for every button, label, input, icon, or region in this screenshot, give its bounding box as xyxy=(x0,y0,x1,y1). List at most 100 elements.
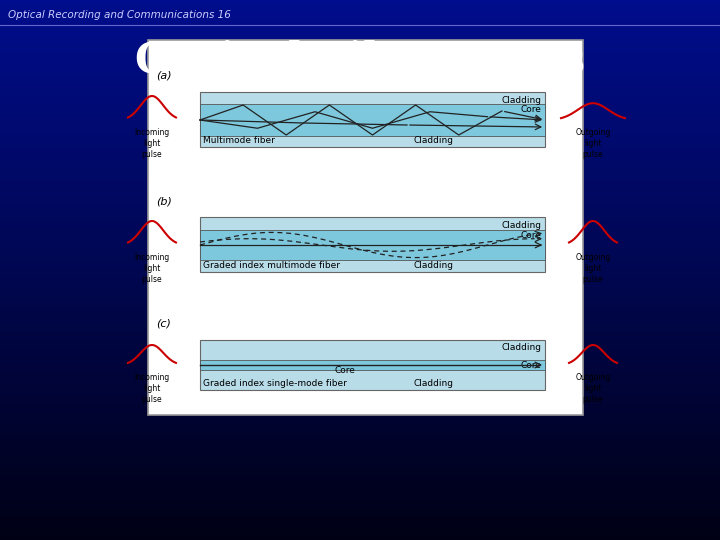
Bar xyxy=(0,100,720,101)
Bar xyxy=(0,500,720,501)
Bar xyxy=(0,221,720,222)
Bar xyxy=(0,182,720,183)
Bar xyxy=(0,539,720,540)
Bar xyxy=(0,49,720,50)
Bar xyxy=(0,85,720,86)
Bar xyxy=(0,193,720,194)
Bar xyxy=(0,238,720,239)
Bar xyxy=(0,44,720,45)
Bar xyxy=(0,491,720,492)
Bar xyxy=(0,256,720,257)
Bar xyxy=(0,444,720,445)
Bar xyxy=(0,209,720,210)
Bar xyxy=(0,420,720,421)
Bar xyxy=(0,251,720,252)
Bar xyxy=(0,101,720,102)
Bar xyxy=(0,84,720,85)
Bar xyxy=(0,516,720,517)
Bar xyxy=(0,255,720,256)
Bar xyxy=(0,421,720,422)
Bar xyxy=(0,266,720,267)
Bar xyxy=(0,264,720,265)
Bar xyxy=(0,257,720,258)
Bar xyxy=(0,162,720,163)
Bar xyxy=(0,469,720,470)
Bar xyxy=(0,410,720,411)
Bar xyxy=(0,415,720,416)
Bar xyxy=(0,120,720,121)
Bar xyxy=(0,381,720,382)
Bar xyxy=(0,303,720,304)
Bar xyxy=(0,428,720,429)
Bar xyxy=(0,219,720,220)
Bar xyxy=(0,78,720,79)
Bar xyxy=(0,119,720,120)
Bar xyxy=(0,405,720,406)
Bar xyxy=(0,222,720,223)
Bar xyxy=(0,263,720,264)
Bar xyxy=(0,259,720,260)
Bar xyxy=(0,400,720,401)
Bar xyxy=(0,21,720,22)
Bar xyxy=(0,34,720,35)
Bar xyxy=(0,315,720,316)
Bar xyxy=(0,166,720,167)
Bar xyxy=(0,235,720,236)
Bar xyxy=(0,294,720,295)
Bar xyxy=(0,300,720,301)
Bar xyxy=(0,92,720,93)
Bar xyxy=(0,510,720,511)
Bar xyxy=(0,201,720,202)
Bar xyxy=(0,359,720,360)
Text: Cladding: Cladding xyxy=(414,379,454,388)
Bar xyxy=(0,289,720,290)
Bar xyxy=(0,253,720,254)
Bar xyxy=(0,464,720,465)
Bar xyxy=(0,15,720,16)
Bar xyxy=(0,299,720,300)
Bar xyxy=(0,504,720,505)
Bar xyxy=(0,475,720,476)
Text: Graded index single-mode fiber: Graded index single-mode fiber xyxy=(203,379,347,388)
Bar xyxy=(0,232,720,233)
Bar xyxy=(0,351,720,352)
Bar xyxy=(0,57,720,58)
Bar xyxy=(0,288,720,289)
Bar xyxy=(0,141,720,142)
Bar xyxy=(0,525,720,526)
Bar xyxy=(0,290,720,291)
Bar xyxy=(0,489,720,490)
Bar xyxy=(0,476,720,477)
Text: (a): (a) xyxy=(156,71,171,81)
Bar xyxy=(0,414,720,415)
Bar xyxy=(0,230,720,231)
Bar xyxy=(0,447,720,448)
Bar xyxy=(0,79,720,80)
Bar xyxy=(0,357,720,358)
Bar xyxy=(0,63,720,64)
Bar xyxy=(0,280,720,281)
Bar xyxy=(0,282,720,283)
Bar xyxy=(200,104,545,136)
Text: Cladding: Cladding xyxy=(501,221,541,230)
Bar xyxy=(0,387,720,388)
Bar xyxy=(0,408,720,409)
Bar xyxy=(0,482,720,483)
Bar xyxy=(0,515,720,516)
Bar xyxy=(0,139,720,140)
Bar xyxy=(0,48,720,49)
Bar xyxy=(200,92,545,147)
Bar xyxy=(0,129,720,130)
Bar xyxy=(0,68,720,69)
Bar xyxy=(0,369,720,370)
Bar xyxy=(0,9,720,10)
Bar xyxy=(0,287,720,288)
Bar xyxy=(0,364,720,365)
Bar xyxy=(0,302,720,303)
Bar xyxy=(0,40,720,41)
Bar xyxy=(0,518,720,519)
Bar xyxy=(0,58,720,59)
Bar xyxy=(0,305,720,306)
Bar xyxy=(0,535,720,536)
Bar xyxy=(0,224,720,225)
